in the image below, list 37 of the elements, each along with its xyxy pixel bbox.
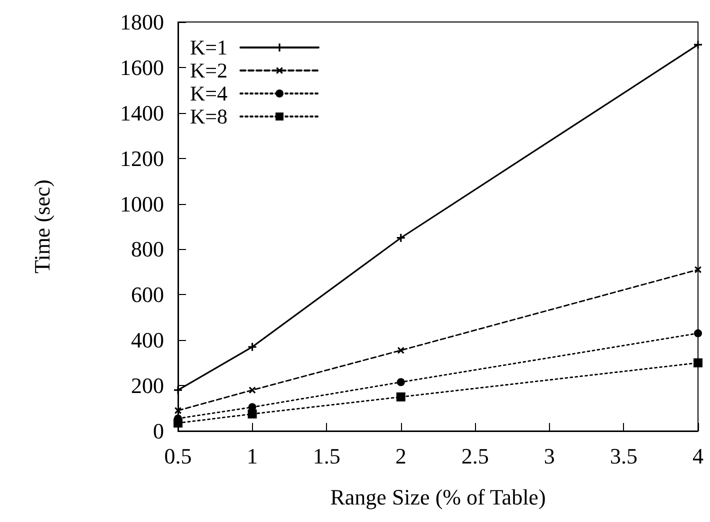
y-tick-label: 200 xyxy=(131,373,164,398)
point xyxy=(396,234,405,242)
point xyxy=(174,407,182,414)
y-tick-label: 800 xyxy=(131,236,164,262)
point xyxy=(174,386,182,394)
x-tick-label: 4 xyxy=(692,444,704,468)
y-tick-label: 1800 xyxy=(120,10,164,34)
legend-label: K=4 xyxy=(190,82,228,106)
x-axis-title: Range Size (% of Table) xyxy=(330,484,546,510)
y-tick-label: 1600 xyxy=(120,54,164,80)
y-axis-title: Time (sec) xyxy=(30,180,54,274)
y-tick-label: 1200 xyxy=(120,146,164,171)
x-tick-label: 2 xyxy=(395,444,406,468)
y-tick-label: 1000 xyxy=(120,191,164,216)
point xyxy=(248,386,256,394)
point xyxy=(396,378,405,386)
x-tick-label: 1 xyxy=(246,444,258,468)
y-tick-label: 600 xyxy=(131,282,164,308)
legend-label: K=8 xyxy=(190,104,228,128)
y-tick-label: 1400 xyxy=(120,100,164,126)
x-tick-label: 3.5 xyxy=(610,444,638,468)
x-tick-label: 3 xyxy=(544,444,555,468)
point xyxy=(174,418,182,428)
point xyxy=(694,358,702,368)
legend-label: K=2 xyxy=(190,58,228,82)
y-tick-label: 0 xyxy=(153,418,164,444)
x-tick-label: 2.5 xyxy=(461,444,489,468)
legend-label: K=1 xyxy=(190,36,228,60)
point xyxy=(248,409,257,418)
y-tick-label: 400 xyxy=(131,328,164,353)
point xyxy=(694,329,702,338)
point xyxy=(694,40,702,49)
point xyxy=(396,392,406,402)
point xyxy=(248,342,256,351)
point xyxy=(397,346,404,354)
x-tick-label: 0.5 xyxy=(164,444,192,468)
x-tick-label: 1.5 xyxy=(312,444,340,468)
